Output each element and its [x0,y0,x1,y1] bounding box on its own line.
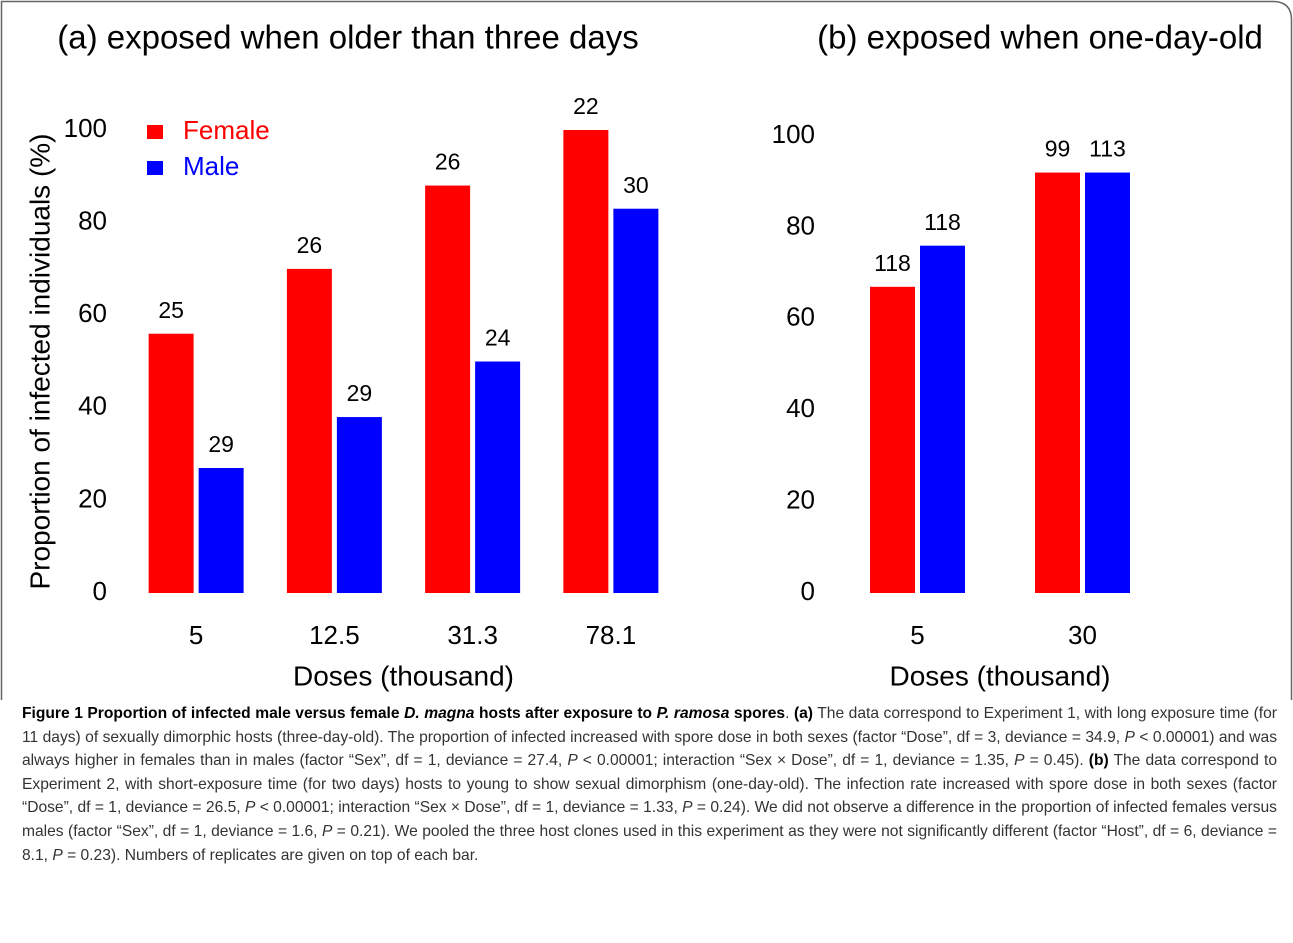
replicate-label: 26 [297,232,323,258]
y-tick-label: 40 [78,391,107,421]
bar [1035,172,1080,593]
bar [425,185,471,593]
bar [198,467,244,593]
figure-border [0,0,1293,700]
caption-text: P [1124,728,1135,746]
y-tick-label: 40 [786,393,815,423]
caption-text: The data correspond to Experiment 1, wit… [22,705,1277,746]
caption-title: Figure 1 Proportion of infected male ver… [22,705,785,722]
legend-label: Female [183,115,270,145]
y-tick-label: 80 [786,210,815,240]
chart-title: (b) exposed when one-day-old [817,19,1263,56]
x-tick-label: 30 [1068,620,1097,650]
x-tick-label: 78.1 [586,620,637,650]
y-tick-label: 0 [801,576,815,606]
caption-text: P [244,799,256,817]
caption-text: < 0.00001) and was always higher in fema… [22,728,1277,770]
caption-text: (b) [1088,752,1109,770]
chart-title: (a) exposed when older than three days [57,19,639,56]
y-axis-label: Proportion of infected individuals (%) [24,133,55,589]
legend-swatch [147,125,163,139]
replicate-label: 22 [573,93,599,119]
caption-text: spores [729,705,786,722]
y-tick-label: 100 [64,113,107,143]
caption-text: P [1014,752,1025,770]
y-tick-label: 0 [93,576,107,606]
caption-text: P. ramosa [656,705,730,722]
replicate-label: 118 [924,209,961,235]
bar [286,268,332,593]
legend-swatch [147,161,163,175]
bar [475,361,521,593]
bar [920,245,965,593]
replicate-label: 113 [1089,136,1126,162]
replicate-label: 99 [1045,136,1071,162]
legend-label: Male [183,151,239,181]
caption-text: P [321,822,333,840]
caption-text: The data correspond to Experiment 2, wit… [22,752,1277,817]
replicate-label: 29 [208,431,234,457]
caption-text: = 0.23). Numbers of replicates are given… [62,846,479,864]
caption-text: D. magna [404,705,475,722]
y-tick-label: 20 [786,484,815,514]
replicate-label: 118 [874,250,911,276]
caption-text: = 0.21). We pooled the three host clones… [22,822,1277,864]
caption-text: P [52,846,63,864]
replicate-label: 30 [623,172,649,198]
caption-text: = 0.45). [1024,752,1089,770]
x-axis-label: Doses (thousand) [293,660,514,691]
bar [870,286,915,593]
y-tick-label: 60 [786,302,815,332]
bar [563,130,609,593]
x-axis-label: Doses (thousand) [889,660,1110,691]
replicate-label: 29 [347,380,373,406]
bar [148,333,194,593]
x-tick-label: 31.3 [447,620,498,650]
x-tick-label: 5 [189,620,203,650]
caption-text: P [682,799,693,817]
caption-text: Figure 1 Proportion of infected male ver… [22,705,405,722]
y-tick-label: 100 [772,119,815,149]
caption-text: < 0.00001; interaction “Sex × Dose”, df … [255,799,683,817]
replicate-label: 25 [158,297,184,323]
caption-text: P [567,752,578,770]
caption-text: hosts after exposure to [474,705,657,722]
x-tick-label: 5 [910,620,924,650]
bar [336,417,382,593]
replicate-label: 24 [485,325,511,351]
caption-text: < 0.00001; interaction “Sex × Dose”, df … [577,752,1015,770]
bar [613,208,659,593]
caption-text: . [785,705,794,722]
bar [1085,172,1130,593]
x-tick-label: 12.5 [309,620,360,650]
caption-text: (a) [793,705,813,722]
y-tick-label: 20 [78,483,107,513]
caption-text: = 0.24). We did not observe a difference… [22,799,1277,840]
y-tick-label: 80 [78,205,107,235]
y-tick-label: 60 [78,298,107,328]
replicate-label: 26 [435,149,461,175]
caption: Figure 1 Proportion of infected male ver… [22,702,1277,867]
